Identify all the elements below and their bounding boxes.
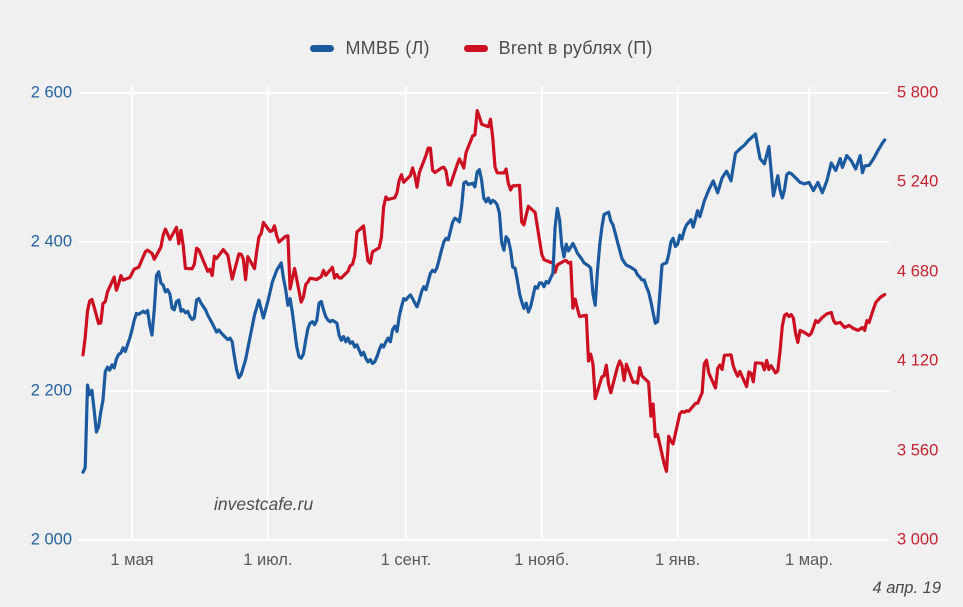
x-axis-tick-label: 1 июл.	[243, 551, 293, 569]
x-axis-tick-label: 1 сент.	[380, 551, 432, 569]
mmvb-line-swatch-icon	[310, 44, 335, 52]
x-axis-tick-label: 1 янв.	[655, 551, 701, 569]
legend: ММВБ (Л) Brent в рублях (П)	[0, 36, 963, 60]
watermark: investcafe.ru	[214, 494, 314, 514]
right-axis-tick-label: 5 240	[897, 172, 939, 191]
legend-label-mmvb: ММВБ (Л)	[345, 37, 430, 58]
right-axis-tick-label: 5 800	[897, 83, 939, 102]
footnote-date: 4 апр. 19	[872, 579, 941, 597]
right-axis-tick-label: 4 680	[897, 262, 939, 281]
legend-label-brent: Brent в рублях (П)	[498, 37, 653, 58]
left-axis-tick-label: 2 400	[30, 232, 72, 251]
gridlines	[78, 86, 889, 541]
legend-item-brent: Brent в рублях (П)	[463, 37, 653, 59]
series-lines	[81, 108, 887, 474]
right-axis-tick-label: 3 000	[897, 530, 939, 549]
brent-line-swatch-icon	[463, 44, 488, 52]
right-axis-tick-label: 3 560	[897, 441, 939, 460]
series-line-mmvb	[81, 132, 887, 474]
left-axis-tick-label: 2 200	[30, 381, 72, 400]
x-axis-tick-label: 1 мая	[110, 551, 154, 569]
left-axis-tick-label: 2 000	[30, 530, 72, 549]
legend-item-mmvb: ММВБ (Л)	[310, 38, 429, 59]
x-axis-tick-label: 1 мар.	[784, 551, 833, 569]
right-axis-tick-label: 4 120	[897, 351, 939, 370]
x-axis-tick-label: 1 нояб.	[514, 551, 570, 569]
left-axis-tick-label: 2 600	[30, 83, 72, 102]
series-line-brent	[81, 108, 887, 473]
